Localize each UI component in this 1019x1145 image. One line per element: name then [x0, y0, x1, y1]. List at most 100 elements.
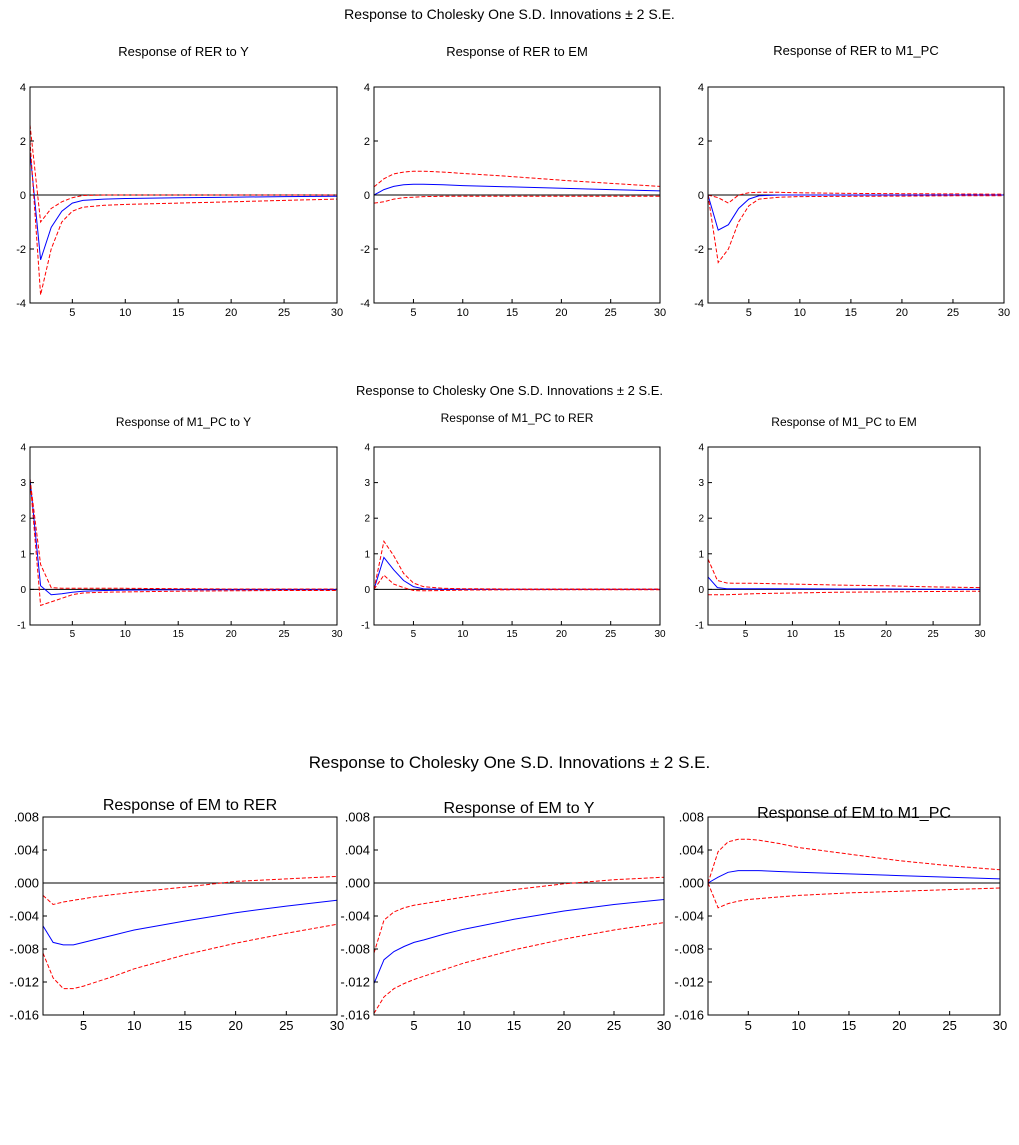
x-tick-label: 5 — [69, 307, 75, 319]
x-tick-label: 5 — [745, 1018, 752, 1033]
y-tick-label: -2 — [360, 244, 370, 256]
plot-frame — [42, 816, 338, 1016]
y-tick-label: -.004 — [674, 909, 704, 924]
x-tick-label: 20 — [881, 629, 893, 640]
y-tick-label: 3 — [364, 478, 370, 489]
x-tick-label: 10 — [457, 629, 469, 640]
upper-band-line — [707, 191, 1005, 204]
x-tick-label: 15 — [507, 1018, 521, 1033]
x-tick-label: 20 — [228, 1018, 242, 1033]
y-tick-label: 0 — [364, 585, 370, 596]
x-tick-label: 5 — [411, 629, 417, 640]
lower-band-line — [373, 922, 665, 1014]
y-tick-label: .004 — [345, 843, 370, 858]
upper-band-line — [29, 478, 337, 590]
lower-band-line — [42, 923, 338, 990]
y-tick-label: .008 — [679, 810, 704, 825]
x-tick-label: 30 — [657, 1018, 671, 1033]
x-tick-label: 20 — [226, 629, 238, 640]
x-tick-label: 15 — [506, 307, 518, 319]
y-tick-label: -.012 — [9, 975, 39, 990]
lower-band-line — [373, 574, 660, 592]
upper-band-line — [373, 170, 661, 188]
y-tick-label: -1 — [695, 621, 704, 632]
response-line — [373, 899, 665, 984]
x-tick-label: 5 — [80, 1018, 87, 1033]
x-tick-label: 30 — [974, 629, 986, 640]
lower-band-line — [708, 590, 981, 596]
x-tick-label: 30 — [998, 307, 1010, 319]
y-tick-label: 2 — [698, 514, 704, 525]
x-tick-label: 10 — [791, 1018, 805, 1033]
plot-frame — [373, 816, 665, 1016]
x-tick-label: 25 — [607, 1018, 621, 1033]
lower-band-line — [707, 882, 1001, 909]
x-tick-label: 20 — [555, 307, 567, 319]
y-tick-label: .000 — [679, 876, 704, 891]
x-tick-label: 30 — [331, 629, 343, 640]
y-tick-label: 1 — [698, 549, 704, 560]
x-tick-label: 5 — [410, 1018, 417, 1033]
group-title: Response to Cholesky One S.D. Innovation… — [308, 753, 711, 772]
x-tick-label: 25 — [942, 1018, 956, 1033]
x-tick-label: 25 — [279, 1018, 293, 1033]
y-tick-label: 4 — [20, 443, 26, 454]
x-tick-label: 25 — [278, 307, 290, 319]
x-tick-label: 20 — [556, 629, 568, 640]
response-line — [42, 899, 338, 946]
y-tick-label: .000 — [14, 876, 39, 891]
y-tick-label: -2 — [694, 244, 704, 256]
x-tick-label: 15 — [845, 307, 857, 319]
x-tick-label: 20 — [557, 1018, 571, 1033]
x-tick-label: 15 — [842, 1018, 856, 1033]
y-tick-label: -.008 — [9, 942, 39, 957]
response-line — [29, 478, 337, 596]
x-tick-label: 15 — [507, 629, 519, 640]
x-tick-label: 25 — [279, 629, 291, 640]
x-tick-label: 20 — [896, 307, 908, 319]
panel-title: Response of M1_PC to EM — [771, 415, 916, 429]
lower-band-line — [29, 478, 337, 607]
x-tick-label: 10 — [794, 307, 806, 319]
plot-frame — [29, 446, 338, 626]
panel-title: Response of RER to M1_PC — [773, 43, 938, 58]
y-tick-label: -2 — [16, 244, 26, 256]
x-tick-label: 30 — [331, 307, 343, 319]
group-title: Response to Cholesky One S.D. Innovation… — [355, 383, 664, 398]
panel-title: Response of RER to Y — [118, 44, 249, 59]
upper-band-line — [707, 838, 1001, 884]
y-tick-label: -.008 — [340, 942, 370, 957]
y-tick-label: 2 — [20, 514, 26, 525]
y-tick-label: -.012 — [674, 975, 704, 990]
upper-band-line — [42, 875, 338, 906]
y-tick-label: 2 — [698, 136, 704, 148]
lower-band-line — [373, 195, 660, 204]
y-tick-label: 0 — [364, 190, 370, 202]
panel-title: Response of EM to M1_PC — [757, 805, 951, 822]
y-tick-label: .000 — [345, 876, 370, 891]
upper-band-line — [373, 540, 660, 590]
panel-title: Response of M1_PC to Y — [116, 415, 251, 429]
x-tick-label: 10 — [127, 1018, 141, 1033]
response-line — [707, 194, 1004, 231]
x-tick-label: 25 — [947, 307, 959, 319]
y-tick-label: -4 — [16, 298, 26, 310]
x-tick-label: 5 — [743, 629, 749, 640]
y-tick-label: .008 — [14, 810, 39, 825]
x-tick-label: 15 — [178, 1018, 192, 1033]
y-tick-label: 2 — [364, 514, 370, 525]
y-tick-label: 0 — [20, 585, 26, 596]
y-tick-label: 2 — [20, 136, 26, 148]
lower-band-line — [29, 140, 338, 296]
x-tick-label: 5 — [410, 307, 416, 319]
y-tick-label: .004 — [679, 843, 704, 858]
y-tick-label: 3 — [20, 478, 26, 489]
y-tick-label: -1 — [17, 621, 26, 632]
y-tick-label: 4 — [364, 443, 370, 454]
y-tick-label: .008 — [345, 810, 370, 825]
y-tick-label: 1 — [364, 549, 370, 560]
y-tick-label: 4 — [698, 443, 704, 454]
